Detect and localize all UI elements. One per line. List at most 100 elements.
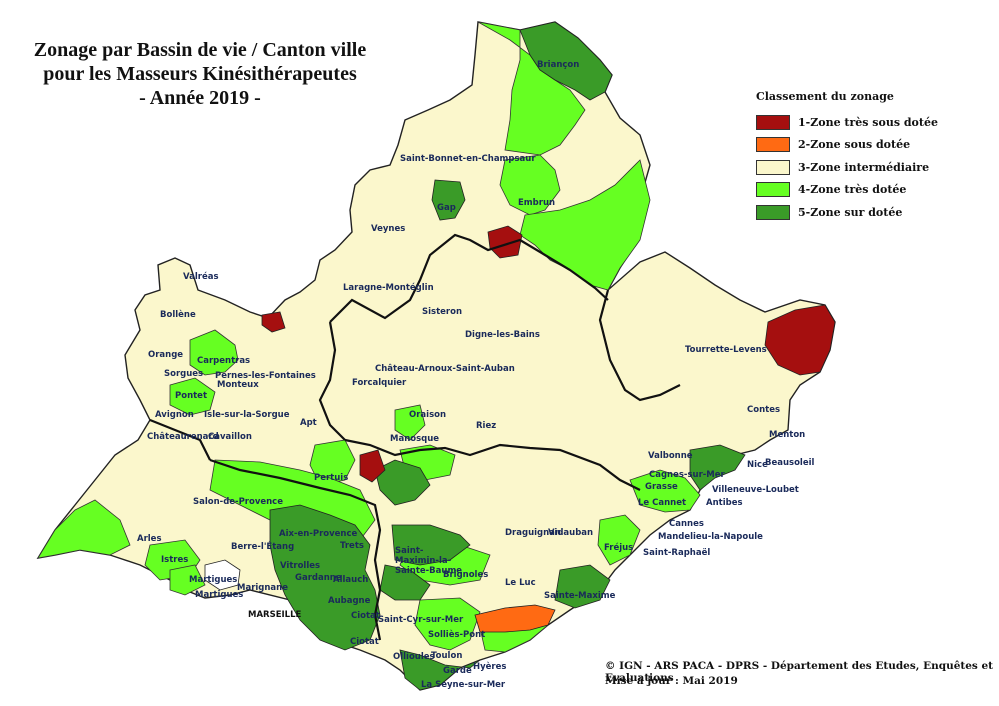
etang-de-berre <box>204 559 241 591</box>
place-label-sollies: Solliès-Pont <box>428 630 486 640</box>
place-label-garde: Garde <box>443 666 472 676</box>
place-label-laragne: Laragne-Montéglin <box>343 283 434 293</box>
place-label-aix: Aix-en-Provence <box>279 529 358 539</box>
place-label-hyeres: Hyères <box>473 662 507 672</box>
place-label-carpentras: Carpentras <box>197 356 251 366</box>
place-label-villeneuve: Villeneuve-Loubet <box>712 485 799 495</box>
place-label-monteux: Monteux <box>217 380 259 390</box>
map-title-line3: - Année 2019 - <box>139 87 261 109</box>
place-label-tourrette: Tourrette-Levens <box>685 345 767 355</box>
place-label-st-bonnet: Saint-Bonnet-en-Champsaur <box>400 154 536 164</box>
place-label-pertuis: Pertuis <box>314 473 349 483</box>
place-label-marseille: MARSEILLE <box>248 610 302 620</box>
legend-label: 3-Zone intermédiaire <box>798 160 930 174</box>
place-label-gap: Gap <box>437 203 456 213</box>
place-label-menton: Menton <box>769 430 806 440</box>
legend-item: 1-Zone très sous dotée <box>756 111 996 134</box>
place-label-brignoles: Brignoles <box>443 570 489 580</box>
place-label-beausoleil: Beausoleil <box>765 458 815 468</box>
place-label-oraison: Oraison <box>409 410 447 420</box>
place-label-allauch: Allauch <box>333 575 369 585</box>
place-label-st-raphael: Saint-Raphaël <box>643 548 711 558</box>
place-label-chateaurenard: Châteaurenard <box>147 432 219 442</box>
place-label-istres: Istres <box>161 555 189 565</box>
legend-item: 3-Zone intermédiaire <box>756 156 996 179</box>
place-label-ciotat1: Ciotat <box>351 611 380 621</box>
legend-title: Classement du zonage <box>756 90 894 103</box>
place-label-le-luc: Le Luc <box>505 578 536 588</box>
credit-source: © IGN - ARS PACA - DPRS - Département de… <box>605 660 994 684</box>
place-label-arles: Arles <box>137 534 162 544</box>
legend-swatch <box>756 137 790 153</box>
legend-label: 2-Zone sous dotée <box>798 138 911 152</box>
place-label-chateau-arnoux: Château-Arnoux-Saint-Auban <box>375 364 515 374</box>
place-label-draguignan: Draguignan <box>505 528 561 538</box>
place-label-berre: Berre-l'Étang <box>231 542 295 552</box>
place-label-contes: Contes <box>747 405 781 415</box>
place-label-marignane: Marignane <box>237 583 288 593</box>
place-label-valreas: Valréas <box>183 272 219 282</box>
place-label-antibes: Antibes <box>706 498 743 508</box>
place-label-ste-maxime: Sainte-Maxime <box>544 591 616 601</box>
place-label-le-cannet: Le Cannet <box>638 498 687 508</box>
legend-label: 5-Zone sur dotée <box>798 205 903 219</box>
place-label-sorgues: Sorgues <box>164 369 204 379</box>
place-label-pernes: Pernes-les-Fontaines <box>215 371 316 381</box>
zone4-areas <box>37 21 701 653</box>
place-label-avignon: Avignon <box>155 410 194 420</box>
place-label-frejus: Fréjus <box>604 543 634 553</box>
place-label-manosque: Manosque <box>390 434 440 444</box>
place-label-mandelieu: Mandelieu-la-Napoule <box>658 532 763 542</box>
place-label-cavaillon: Cavaillon <box>208 432 252 442</box>
place-label-nice: Nice <box>747 460 768 470</box>
legend-swatch <box>756 204 790 220</box>
legend-swatch <box>756 182 790 198</box>
legend-item: 2-Zone sous dotée <box>756 134 996 157</box>
legend-label: 1-Zone très sous dotée <box>798 115 938 129</box>
place-label-st-cyr: Saint-Cyr-sur-Mer <box>378 615 464 625</box>
place-label-toulon: Toulon <box>431 651 463 661</box>
place-label-grasse: Grasse <box>645 482 678 492</box>
place-label-digne: Digne-les-Bains <box>465 330 540 340</box>
zone5-areas <box>269 21 746 691</box>
place-label-ciotat2: Ciotat <box>350 637 379 647</box>
map-title-line1: Zonage par Bassin de vie / Canton ville <box>33 39 367 61</box>
place-label-vidauban: Vidauban <box>548 528 594 538</box>
place-label-briancon: Briançon <box>537 60 580 70</box>
legend-swatch <box>756 159 790 175</box>
legend-label: 4-Zone très dotée <box>798 183 907 197</box>
place-label-veynes: Veynes <box>371 224 406 234</box>
place-label-martigues2: Martigues <box>195 590 244 600</box>
place-label-embrun: Embrun <box>518 198 556 208</box>
place-label-trets: Trets <box>340 541 364 551</box>
place-label-pontet: Pontet <box>175 391 208 401</box>
place-label-aubagne: Aubagne <box>328 596 371 606</box>
zone1-areas <box>261 225 836 483</box>
place-label-apt: Apt <box>300 418 317 428</box>
place-label-forcalquier: Forcalquier <box>352 378 407 388</box>
place-label-martigues1: Martigues <box>189 575 238 585</box>
place-label-st-maximin: Saint-Maximin-la-Sainte-Baume <box>395 546 463 576</box>
map-title-line2: pour les Masseurs Kinésithérapeutes <box>43 63 357 85</box>
legend-swatch <box>756 114 790 130</box>
place-label-riez: Riez <box>476 421 497 431</box>
place-label-cagnes: Cagnes-sur-Mer <box>649 470 725 480</box>
place-label-vitrolles: Vitrolles <box>280 561 321 571</box>
legend-item: 5-Zone sur dotée <box>756 201 996 224</box>
credit-update: Mise à jour : Mai 2019 <box>605 675 738 687</box>
place-label-salon: Salon-de-Provence <box>193 497 283 507</box>
place-label-ollioules: Ollioules <box>393 652 435 662</box>
place-label-valbonne: Valbonne <box>648 451 693 461</box>
place-label-gardanne: Gardanne <box>295 573 342 583</box>
place-label-seyne: La Seyne-sur-Mer <box>421 680 506 690</box>
zone2-area <box>474 604 556 633</box>
place-label-isle: Isle-sur-la-Sorgue <box>204 410 290 420</box>
department-borders <box>149 233 681 641</box>
place-label-sisteron: Sisteron <box>422 307 463 317</box>
place-label-bollene: Bollène <box>160 310 196 320</box>
place-label-cannes: Cannes <box>669 519 704 529</box>
legend: Classement du zonage 1-Zone très sous do… <box>756 90 996 224</box>
place-label-orange: Orange <box>148 350 184 360</box>
legend-item: 4-Zone très dotée <box>756 179 996 202</box>
